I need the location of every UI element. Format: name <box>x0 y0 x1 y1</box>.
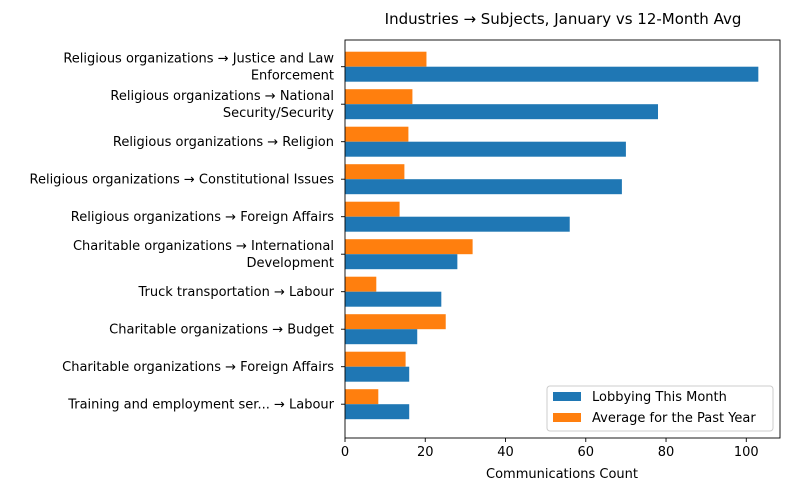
y-tick-label: Religious organizations → Justice and La… <box>63 52 334 84</box>
y-tick-label-line: Charitable organizations → International <box>73 239 334 254</box>
y-tick-label-line: Religious organizations → Foreign Affair… <box>71 210 334 225</box>
bar-this-month <box>345 66 759 82</box>
y-tick-label-line: Religious organizations → Justice and La… <box>63 52 334 67</box>
legend-swatch <box>553 392 581 401</box>
bar-average <box>345 51 427 67</box>
x-axis-label: Communications Count <box>486 467 638 482</box>
x-tick-label: 0 <box>341 445 349 460</box>
y-tick-label: Religious organizations → National Securi… <box>110 89 334 121</box>
y-tick-label-line: Enforcement <box>251 69 334 84</box>
x-tick-label: 100 <box>734 445 759 460</box>
y-tick-label-line: Charitable organizations → Foreign Affai… <box>62 360 334 375</box>
bar-this-month <box>345 366 410 382</box>
bar-average <box>345 239 473 255</box>
y-tick-label-line: Religious organizations → National <box>110 89 334 104</box>
x-tick-label: 60 <box>578 445 595 460</box>
bar-average <box>345 126 409 142</box>
bar-average <box>345 276 377 292</box>
bar-this-month <box>345 104 659 120</box>
bar-average <box>345 164 405 180</box>
x-tick-label: 20 <box>417 445 434 460</box>
y-tick-label-line: Development <box>246 256 334 271</box>
bar-average <box>345 314 446 330</box>
y-tick-label-line: Charitable organizations → Budget <box>109 323 334 338</box>
legend-box <box>546 385 774 432</box>
axes-frame <box>344 39 781 439</box>
legend-label: Average for the Past Year <box>592 411 756 426</box>
y-tick-label: Charitable organizations → International… <box>73 239 334 271</box>
y-tick-label-line: Religious organizations → Constitutional… <box>30 173 335 188</box>
legend-swatch <box>553 413 581 422</box>
legend: Lobbying This Month Average for the Past … <box>546 385 774 432</box>
chart-title: Industries → Subjects, January vs 12-Mon… <box>385 10 742 28</box>
bar-average <box>345 201 400 217</box>
y-tick-label-line: Security/Security <box>223 106 334 121</box>
bar-this-month <box>345 291 442 307</box>
bar-average <box>345 389 379 405</box>
y-tick-label-line: Religious organizations → Religion <box>113 135 334 150</box>
y-tick-label: Truck transportation → Labour <box>137 285 334 300</box>
y-tick-label-line: Training and employment ser... → Labour <box>67 398 334 413</box>
bar-average <box>345 89 413 105</box>
y-tick-label: Religious organizations → Foreign Affair… <box>71 210 334 225</box>
bar-this-month <box>345 141 626 157</box>
x-tick-label: 40 <box>497 445 514 460</box>
bar-this-month <box>345 179 622 195</box>
y-tick-label-line: Truck transportation → Labour <box>137 285 334 300</box>
y-tick-label: Charitable organizations → Budget <box>109 323 334 338</box>
y-tick-label: Religious organizations → Constitutional… <box>30 173 335 188</box>
bar-this-month <box>345 404 410 420</box>
legend-label: Lobbying This Month <box>592 390 727 405</box>
y-tick-label: Charitable organizations → Foreign Affai… <box>62 360 334 375</box>
bar-this-month <box>345 254 458 270</box>
bar-this-month <box>345 329 418 345</box>
bar-average <box>345 351 406 367</box>
y-tick-label: Training and employment ser... → Labour <box>67 398 334 413</box>
x-tick-label: 80 <box>658 445 675 460</box>
bar-this-month <box>345 216 570 232</box>
y-tick-label: Religious organizations → Religion <box>113 135 334 150</box>
